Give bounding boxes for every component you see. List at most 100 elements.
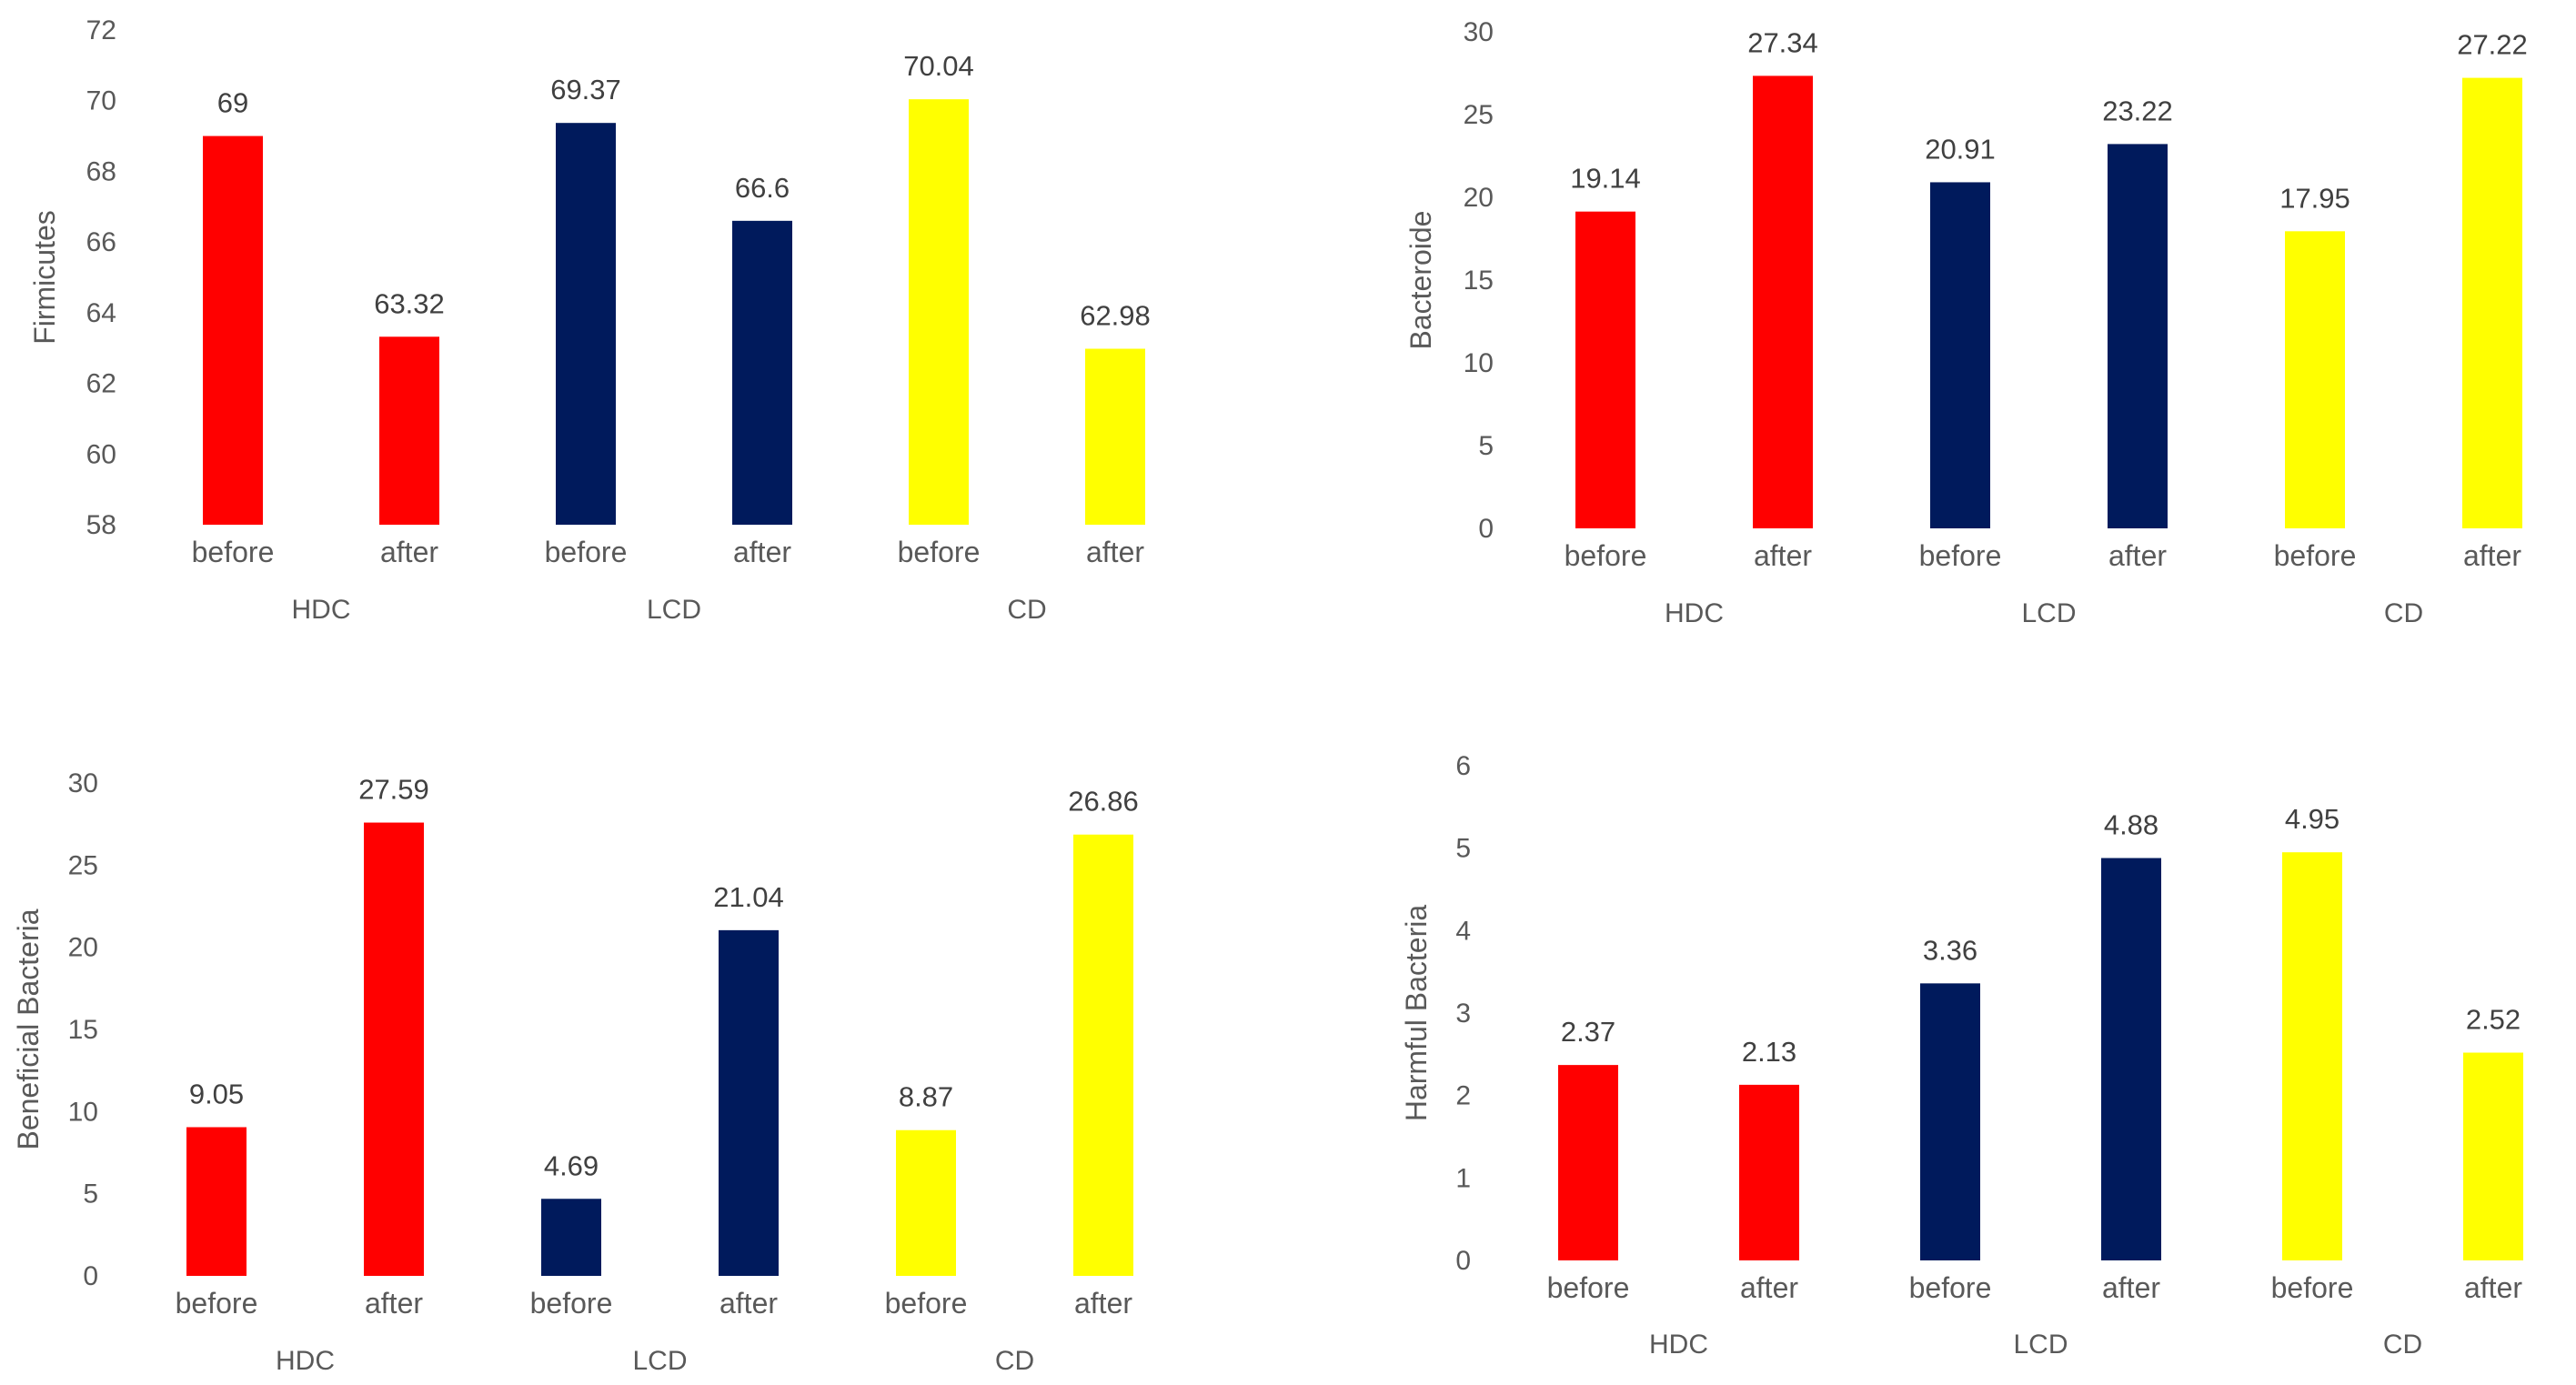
y-tick-label: 15 (1464, 266, 1494, 296)
category-label: after (1754, 539, 1812, 572)
data-label: 17.95 (2279, 182, 2350, 214)
category-label: before (1909, 1271, 1992, 1304)
y-tick-label: 72 (86, 15, 116, 45)
bar-cd-before (909, 99, 969, 525)
data-label: 19.14 (1570, 163, 1641, 195)
y-tick-label: 64 (86, 298, 116, 328)
y-tick-label: 10 (68, 1097, 98, 1127)
data-label: 9.05 (189, 1078, 244, 1109)
y-tick-label: 5 (83, 1179, 98, 1209)
bar-cd-after (2462, 77, 2522, 528)
bar-cd-before (896, 1129, 956, 1276)
y-tick-label: 20 (1464, 183, 1494, 213)
category-label: after (2464, 1271, 2522, 1304)
y-tick-label: 4 (1455, 916, 1471, 946)
chart-bacteroide: 0 5 10 15 20 25 30 Bacteroide 19.14 before 27.34 af… (1404, 17, 2528, 628)
data-label: 20.91 (1925, 133, 1996, 165)
category-label: after (2108, 539, 2167, 572)
y-tick-label: 25 (1464, 100, 1494, 130)
bar-lcd-before (541, 1199, 601, 1276)
bar-lcd-before (556, 123, 616, 526)
y-tick-label: 15 (68, 1015, 98, 1045)
bar-lcd-after (732, 220, 792, 526)
y-tick-label: 20 (68, 933, 98, 963)
y-tick-label: 30 (1464, 17, 1494, 47)
group-label-hdc: HDC (1649, 1330, 1708, 1360)
y-tick-label: 68 (86, 156, 116, 186)
group-label-lcd: LCD (632, 1346, 687, 1376)
data-label: 4.95 (2285, 803, 2340, 835)
group-label-hdc: HDC (1665, 598, 1724, 628)
category-label: before (176, 1287, 258, 1320)
category-label: after (1074, 1287, 1132, 1320)
category-label: before (898, 536, 981, 568)
group-label-hdc: HDC (276, 1346, 335, 1376)
y-axis-label: Firmicutes (28, 210, 61, 345)
group-label-cd: CD (995, 1346, 1034, 1376)
data-label: 66.6 (735, 172, 790, 204)
data-label: 69 (217, 87, 248, 119)
bar-hdc-after (1753, 75, 1813, 529)
bar-cd-after (1085, 348, 1145, 525)
data-label: 27.59 (358, 774, 429, 806)
y-tick-label: 6 (1455, 751, 1471, 781)
chart-beneficial-bacteria: 0 5 10 15 20 25 30 Beneficial Bacteria 9.05 befor… (12, 768, 1139, 1376)
y-axis-label: Harmful Bacteria (1400, 905, 1433, 1122)
category-label: after (1740, 1271, 1798, 1304)
data-label: 2.37 (1561, 1016, 1615, 1048)
bar-hdc-before (1575, 211, 1635, 529)
category-label: before (192, 536, 275, 568)
data-label: 4.88 (2104, 809, 2158, 841)
data-label: 4.69 (544, 1149, 599, 1181)
category-label: after (1086, 536, 1144, 568)
category-label: before (885, 1287, 968, 1320)
bar-lcd-before (1920, 983, 1980, 1260)
category-label: after (2102, 1271, 2160, 1304)
bar-lcd-after (2108, 144, 2168, 528)
category-label: before (545, 536, 628, 568)
category-label: before (2274, 539, 2357, 572)
y-tick-label: 25 (68, 850, 98, 880)
y-tick-label: 0 (1478, 514, 1494, 544)
data-label: 27.34 (1747, 26, 1818, 58)
y-tick-label: 5 (1478, 431, 1494, 461)
data-label: 2.13 (1742, 1036, 1796, 1068)
group-label-cd: CD (2383, 1330, 2422, 1360)
group-label-lcd: LCD (2021, 598, 2076, 628)
category-label: before (1547, 1271, 1630, 1304)
bar-lcd-after (719, 929, 779, 1276)
bar-cd-before (2282, 852, 2342, 1260)
bar-cd-after (2463, 1052, 2523, 1260)
y-tick-label: 1 (1455, 1163, 1471, 1193)
data-label: 62.98 (1080, 299, 1151, 331)
y-tick-label: 66 (86, 227, 116, 257)
bar-hdc-before (1558, 1065, 1618, 1260)
category-label: after (365, 1287, 423, 1320)
y-tick-label: 62 (86, 369, 116, 399)
category-label: after (719, 1287, 778, 1320)
y-tick-label: 5 (1455, 834, 1471, 864)
data-label: 3.36 (1923, 934, 1977, 966)
data-label: 8.87 (899, 1081, 953, 1113)
data-label: 26.86 (1068, 786, 1139, 818)
y-tick-label: 0 (1455, 1246, 1471, 1276)
data-label: 27.22 (2457, 29, 2528, 61)
y-axis-label: Beneficial Bacteria (12, 908, 45, 1149)
bar-hdc-before (203, 135, 263, 526)
category-label: after (733, 536, 791, 568)
y-tick-label: 3 (1455, 999, 1471, 1029)
data-label: 69.37 (550, 74, 621, 105)
bar-cd-before (2285, 231, 2345, 528)
y-tick-label: 58 (86, 510, 116, 540)
group-label-lcd: LCD (2013, 1330, 2068, 1360)
group-label-lcd: LCD (647, 595, 701, 625)
category-label: before (2271, 1271, 2354, 1304)
bar-hdc-after (379, 336, 439, 525)
group-label-hdc: HDC (292, 595, 351, 625)
bar-lcd-after (2101, 858, 2161, 1260)
category-label: after (380, 536, 438, 568)
category-label: before (1919, 539, 2002, 572)
category-label: after (2463, 539, 2521, 572)
y-tick-label: 10 (1464, 348, 1494, 378)
bar-hdc-before (186, 1127, 247, 1276)
